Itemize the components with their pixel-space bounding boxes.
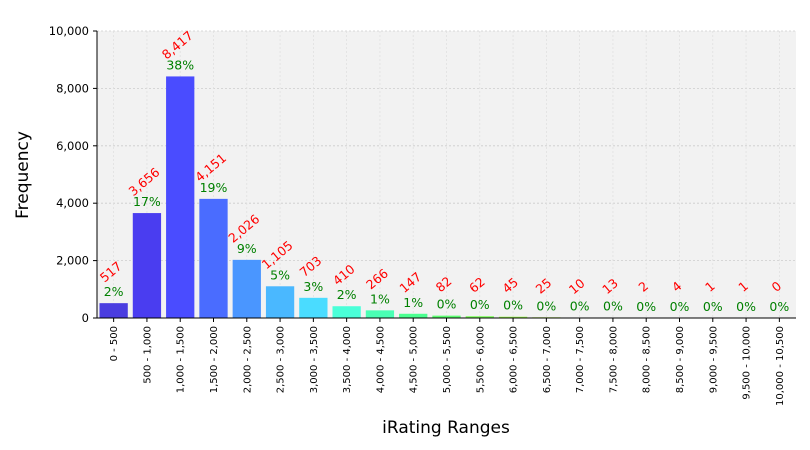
x-tick-label: 7,000 - 7,500 — [575, 326, 586, 393]
x-tick-label: 6,000 - 6,500 — [509, 326, 520, 393]
y-tick-label: 10,000 — [49, 24, 89, 38]
bar — [199, 198, 228, 318]
x-tick-label: 9,000 - 9,500 — [708, 326, 719, 393]
percent-label: 19% — [200, 180, 228, 195]
percent-label: 3% — [303, 279, 323, 294]
percent-label: 0% — [769, 299, 789, 314]
x-tick-label: 5,500 - 6,000 — [475, 326, 486, 393]
x-tick-label: 10,000 - 10,500 — [775, 326, 786, 406]
bar — [99, 303, 128, 318]
bar — [365, 310, 395, 318]
x-tick-label: 4,000 - 4,500 — [375, 326, 386, 393]
x-tick-label: 2,000 - 2,500 — [242, 326, 253, 393]
bar — [498, 316, 528, 318]
bar — [332, 306, 361, 318]
percent-label: 0% — [736, 299, 756, 314]
x-tick-label: 8,500 - 9,000 — [675, 326, 686, 393]
x-tick-label: 0 - 500 — [109, 326, 120, 361]
x-tick-label: 1,000 - 1,500 — [176, 326, 187, 393]
percent-label: 2% — [104, 284, 124, 299]
percent-label: 2% — [337, 287, 357, 302]
percent-label: 0% — [670, 299, 690, 314]
x-tick-label: 8,000 - 8,500 — [642, 326, 653, 393]
x-axis-title: iRating Ranges — [382, 418, 510, 438]
x-tick-label: 3,000 - 3,500 — [309, 326, 320, 393]
percent-label: 0% — [470, 297, 490, 312]
x-tick-label: 3,500 - 4,000 — [342, 326, 353, 393]
percent-label: 38% — [166, 57, 194, 72]
y-axis-title: Frequency — [13, 131, 33, 219]
y-tick-label: 6,000 — [56, 139, 89, 153]
bar — [399, 313, 428, 318]
data-labels: 2%51717%3,65638%8,41719%4,1519%2,0265%1,… — [97, 28, 790, 314]
percent-label: 17% — [133, 194, 161, 209]
y-axis-ticks: 0 2,000 4,000 6,000 8,000 10,000 — [49, 24, 97, 325]
percent-label: 0% — [437, 297, 457, 312]
x-tick-label: 6,500 - 7,000 — [542, 326, 553, 393]
bars — [99, 76, 761, 318]
bar — [166, 76, 195, 318]
bar — [299, 297, 328, 318]
y-tick-label: 4,000 — [56, 196, 89, 210]
percent-label: 0% — [503, 298, 523, 313]
x-tick-label: 500 - 1,000 — [142, 326, 153, 384]
percent-label: 0% — [603, 299, 623, 314]
x-tick-label: 1,500 - 2,000 — [209, 326, 220, 393]
percent-label: 1% — [403, 295, 423, 310]
bar — [132, 213, 162, 318]
x-axis-ticks: 0 - 500 500 - 1,000 1,000 - 1,500 1,500 - 2… — [109, 318, 786, 406]
bar — [232, 259, 261, 318]
percent-label: 9% — [237, 241, 257, 256]
y-tick-label: 8,000 — [56, 81, 89, 95]
bar — [432, 315, 461, 318]
bar — [265, 286, 295, 318]
x-tick-label: 4,500 - 5,000 — [409, 326, 420, 393]
x-tick-label: 2,500 - 3,000 — [276, 326, 287, 393]
x-tick-label: 5,000 - 5,500 — [442, 326, 453, 393]
x-tick-label: 7,500 - 8,000 — [608, 326, 619, 393]
percent-label: 0% — [703, 299, 723, 314]
percent-label: 0% — [570, 299, 590, 314]
bar — [465, 316, 494, 318]
y-tick-label: 0 — [82, 311, 89, 325]
percent-label: 5% — [270, 267, 290, 282]
x-tick-label: 9,500 - 10,000 — [742, 326, 753, 400]
percent-label: 0% — [636, 299, 656, 314]
percent-label: 0% — [536, 298, 556, 313]
percent-label: 1% — [370, 291, 390, 306]
y-tick-label: 2,000 — [56, 254, 89, 268]
